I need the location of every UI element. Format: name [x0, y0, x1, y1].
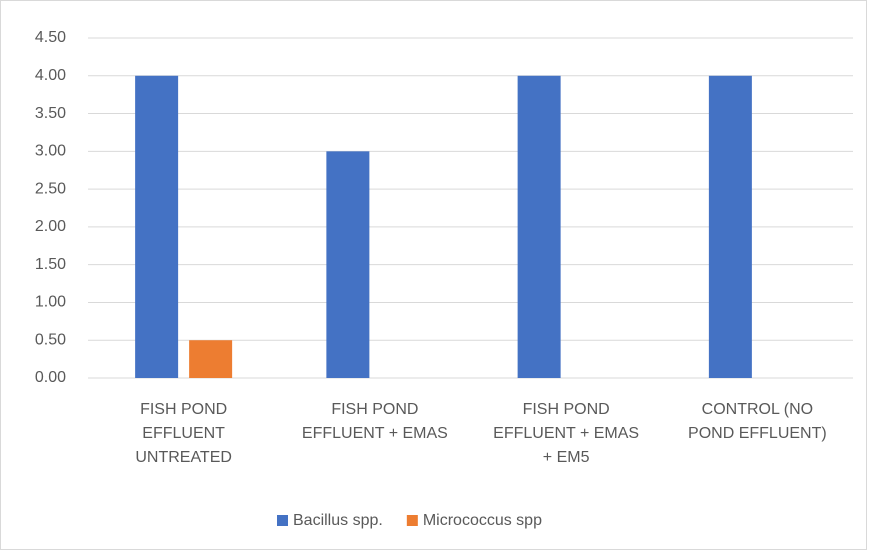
y-tick-label: 1.00	[35, 294, 66, 311]
bar	[517, 75, 561, 379]
bar	[326, 151, 370, 378]
y-tick-label: 0.00	[35, 369, 66, 386]
y-tick-label: 1.50	[35, 256, 66, 273]
x-tick-label: CONTROL (NO POND EFFLUENT)	[688, 401, 827, 442]
x-tick-label: FISH POND EFFLUENT UNTREATED	[135, 401, 232, 466]
y-tick-label: 4.00	[35, 67, 66, 84]
legend-swatch	[277, 515, 288, 526]
y-tick-label: 4.50	[35, 29, 66, 46]
x-tick-label: FISH POND EFFLUENT + EMAS + EM5	[493, 401, 640, 466]
y-tick-label: 3.00	[35, 143, 66, 160]
y-tick-label: 0.50	[35, 331, 66, 348]
bar	[189, 340, 233, 378]
legend-swatch	[406, 515, 418, 526]
bar	[708, 75, 752, 379]
bar	[135, 75, 179, 379]
legend-label: Bacillus spp.	[293, 512, 383, 529]
x-tick-label: FISH POND EFFLUENT + EMAS	[301, 401, 448, 442]
y-tick-label: 2.50	[35, 180, 66, 197]
y-tick-label: 3.50	[35, 105, 66, 122]
y-tick-label: 2.00	[35, 218, 66, 235]
legend-label: Micrococcus spp	[423, 512, 542, 529]
